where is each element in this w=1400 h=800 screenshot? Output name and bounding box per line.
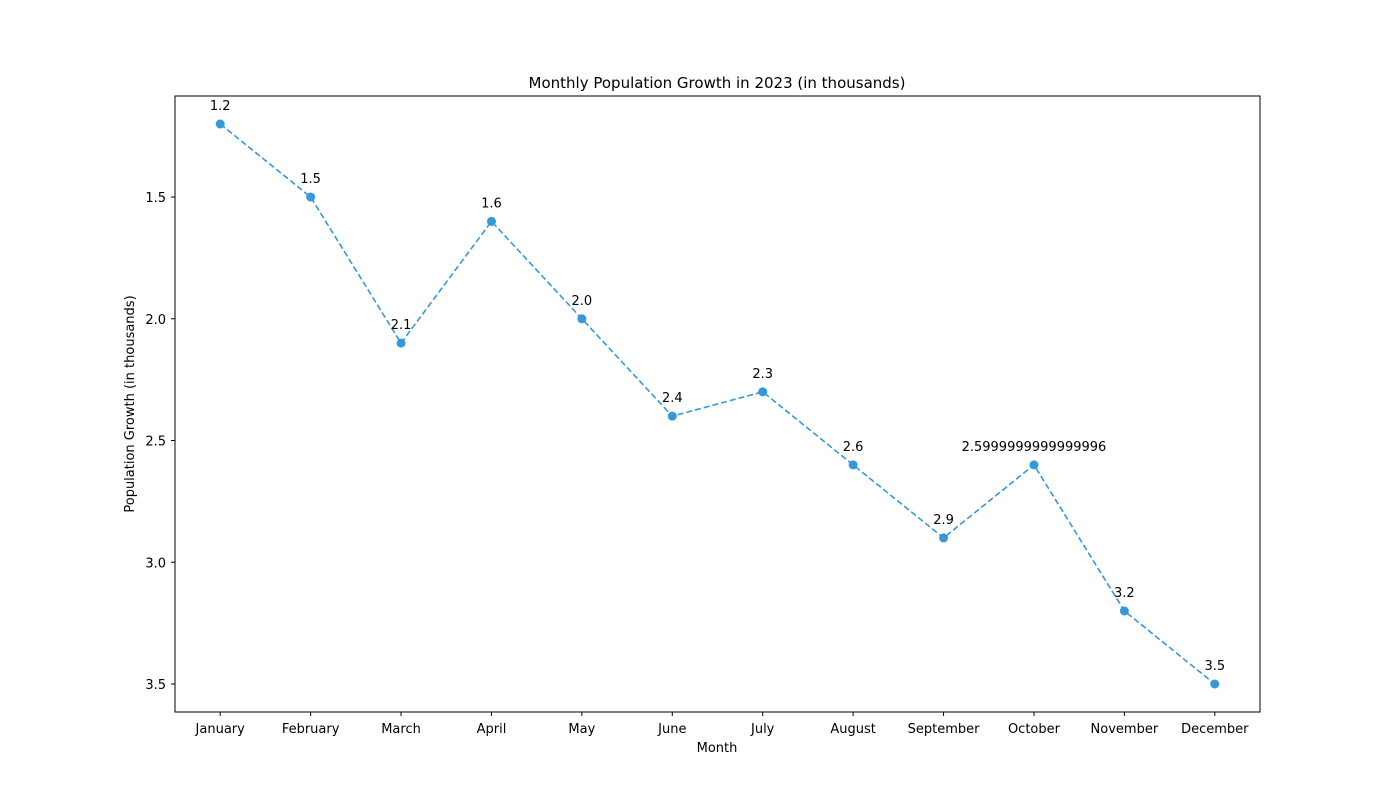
x-tick-label: May [568, 722, 595, 737]
data-label: 2.0 [572, 294, 593, 309]
x-tick-label: February [282, 722, 340, 737]
plot-area: 1.5 2.0 2.5 3.0 3.5 January February March April… [145, 95, 1261, 737]
x-tick-label: March [381, 722, 421, 737]
y-tick-label: 3.5 [145, 678, 166, 693]
x-tick-label: November [1091, 722, 1159, 737]
data-point [396, 338, 406, 348]
data-point [486, 216, 496, 226]
data-label: 2.9 [933, 513, 954, 528]
data-label: 2.4 [662, 391, 683, 406]
data-point [848, 460, 858, 470]
data-point [1210, 679, 1220, 689]
data-label: 3.5 [1204, 659, 1225, 674]
y-tick-label: 2.5 [145, 435, 166, 450]
data-point [939, 533, 949, 543]
y-tick-label: 3.0 [145, 556, 166, 571]
data-point [1029, 460, 1039, 470]
data-point [667, 411, 677, 421]
x-tick-label: January [195, 722, 246, 737]
data-label: 1.2 [210, 99, 231, 114]
y-tick-label: 1.5 [145, 191, 166, 206]
data-point [1119, 606, 1129, 616]
data-point [306, 192, 316, 202]
data-point [215, 119, 225, 129]
x-tick-label: April [477, 722, 507, 737]
y-tick-label: 2.0 [145, 313, 166, 328]
data-label: 2.5999999999999996 [962, 440, 1107, 455]
data-label: 2.1 [391, 318, 412, 333]
plot-frame [174, 95, 1261, 713]
y-axis-label: Population Growth (in thousands) [123, 295, 138, 512]
data-label: 2.6 [843, 440, 864, 455]
data-point [758, 387, 768, 397]
data-label: 3.2 [1114, 586, 1135, 601]
chart-title: Monthly Population Growth in 2023 (in th… [529, 74, 906, 92]
x-tick-label: August [830, 722, 876, 737]
series-line [219, 123, 1216, 685]
x-tick-label: July [750, 722, 775, 737]
x-tick-label: June [657, 722, 686, 737]
x-tick-label: December [1181, 722, 1249, 737]
data-label: 1.5 [300, 172, 321, 187]
x-tick-label: September [908, 722, 981, 737]
x-axis-label: Month [697, 741, 738, 756]
data-label: 2.3 [752, 367, 773, 382]
data-label: 1.6 [481, 196, 502, 211]
x-tick-label: October [1008, 722, 1061, 737]
data-point [577, 314, 587, 324]
